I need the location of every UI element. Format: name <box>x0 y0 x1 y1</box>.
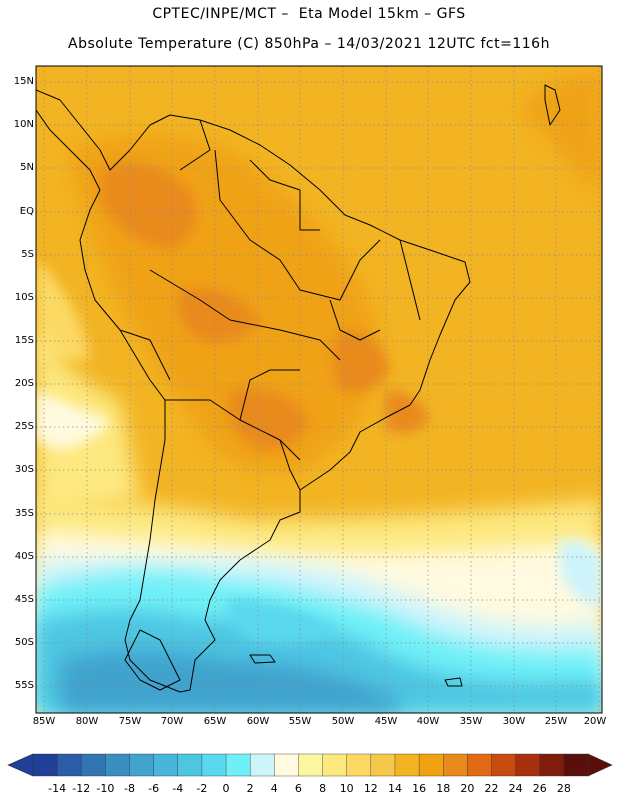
lon-label: 35W <box>459 716 483 727</box>
lat-label: 45S <box>14 594 34 605</box>
temperature-field <box>36 66 602 713</box>
colorbar-swatch <box>394 753 420 777</box>
lat-label: 20S <box>14 378 34 389</box>
colorbar-swatch <box>370 753 396 777</box>
colorbar-tick-label: 2 <box>246 782 254 795</box>
colorbar-tick-label: 28 <box>556 782 571 795</box>
colorbar-tick-label: 22 <box>484 782 499 795</box>
colorbar-tick-label: -8 <box>124 782 135 795</box>
colorbar-tick-label: -6 <box>148 782 160 795</box>
lon-label: 65W <box>203 716 227 727</box>
lat-label: 5S <box>21 249 34 260</box>
colorbar-tick-label: 14 <box>387 782 402 795</box>
colorbar-tick-label: 8 <box>319 782 327 795</box>
lat-label: 55S <box>14 680 34 691</box>
lon-label: 75W <box>118 716 142 727</box>
lon-label: 40W <box>416 716 440 727</box>
colorbar-swatch <box>491 753 517 777</box>
map-subtitle: Absolute Temperature (C) 850hPa – 14/03/… <box>68 36 550 52</box>
colorbar-tick-label: 0 <box>222 782 230 795</box>
colorbar-tick-label: 24 <box>508 782 523 795</box>
colorbar-tick-label: 16 <box>412 782 427 795</box>
lat-label: 5N <box>20 162 34 173</box>
lat-label: EQ <box>19 206 34 217</box>
colorbar-swatch <box>105 753 131 777</box>
colorbar-swatch <box>443 753 468 777</box>
colorbar-tick-label: 6 <box>294 782 302 795</box>
colorbar-swatch <box>56 753 82 777</box>
lat-label: 35S <box>14 508 34 519</box>
colorbar-swatch <box>225 753 251 777</box>
colorbar-swatch <box>201 753 227 777</box>
lat-label: 15S <box>14 335 34 346</box>
lat-label: 50S <box>14 637 34 648</box>
colorbar-tick-label: 10 <box>339 782 354 795</box>
lat-label: 40S <box>14 551 34 562</box>
colorbar-swatch <box>346 753 372 777</box>
colorbar-tick-label: -10 <box>96 782 115 795</box>
colorbar-swatch <box>129 753 155 777</box>
colorbar-tick-label: 26 <box>532 782 547 795</box>
colorbar-tick-label: 18 <box>436 782 451 795</box>
colorbar-swatch <box>418 753 444 777</box>
colorbar-tick-label: -14 <box>48 782 67 795</box>
colorbar-tick-label: -2 <box>196 782 208 795</box>
colorbar-max-arrow <box>587 753 613 777</box>
lat-label: 15N <box>13 76 34 87</box>
colorbar-swatch <box>467 753 492 777</box>
lat-label: 10N <box>13 119 34 130</box>
colorbar-swatch <box>539 753 565 777</box>
lon-label: 70W <box>160 716 184 727</box>
lon-label: 30W <box>502 716 526 727</box>
lon-label: 85W <box>32 716 56 727</box>
lon-label: 25W <box>544 716 568 727</box>
colorbar-tick-label: -12 <box>72 782 91 795</box>
colorbar-swatch <box>249 753 275 777</box>
colorbar-swatch <box>153 753 179 777</box>
colorbar-swatch <box>322 753 348 777</box>
lon-label: 55W <box>288 716 312 727</box>
colorbar-tick-label: 12 <box>363 782 378 795</box>
lat-label: 10S <box>14 292 34 303</box>
lon-label: 50W <box>331 716 355 727</box>
lat-label: 25S <box>14 421 34 432</box>
map-title: CPTEC/INPE/MCT – Eta Model 15km – GFS <box>152 6 466 22</box>
lon-label: 80W <box>75 716 99 727</box>
colorbar-swatch <box>563 753 589 777</box>
colorbar-min-arrow <box>7 753 34 777</box>
lon-label: 20W <box>583 716 607 727</box>
lat-label: 30S <box>14 464 34 475</box>
colorbar-swatch <box>177 753 203 777</box>
colorbar <box>7 753 613 777</box>
colorbar-swatch <box>274 753 299 777</box>
colorbar-swatch <box>81 753 106 777</box>
colorbar-tick-label: 20 <box>460 782 475 795</box>
lon-label: 60W <box>246 716 270 727</box>
colorbar-tick-label: -4 <box>172 782 184 795</box>
colorbar-swatch <box>515 753 541 777</box>
coastlines <box>36 84 561 693</box>
lon-label: 45W <box>374 716 398 727</box>
colorbar-swatch <box>298 753 324 777</box>
colorbar-tick-label: 4 <box>270 782 278 795</box>
colorbar-swatch <box>32 753 58 777</box>
